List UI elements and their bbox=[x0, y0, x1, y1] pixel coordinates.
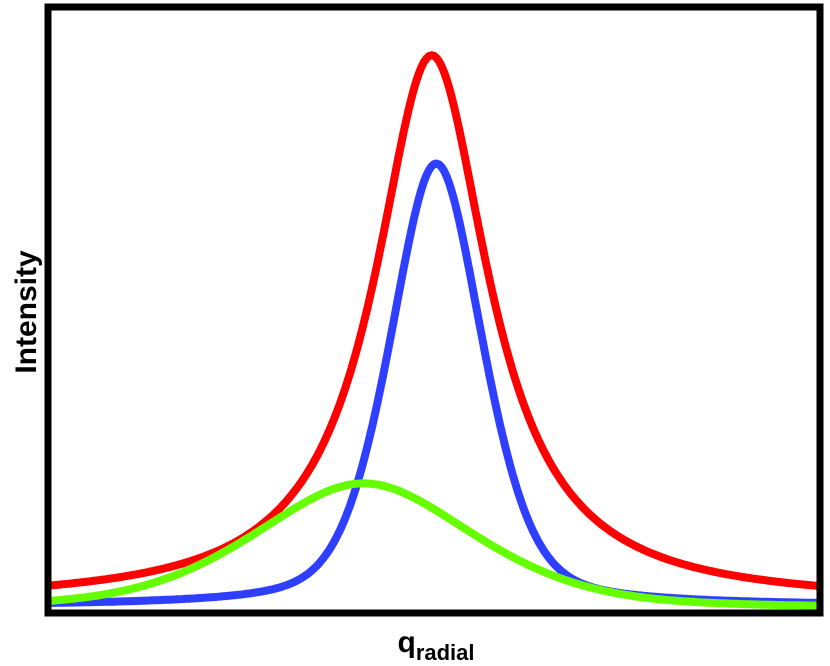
series-layer bbox=[48, 51, 820, 610]
series-line-2 bbox=[48, 159, 820, 607]
x-axis-label-main: q bbox=[397, 626, 415, 659]
y-axis-label: Intensity bbox=[10, 250, 43, 374]
x-axis-label: qradial bbox=[397, 626, 474, 665]
plot-frame bbox=[44, 3, 824, 617]
series-line-3 bbox=[48, 479, 820, 610]
x-axis-label-subscript: radial bbox=[416, 640, 475, 665]
series-line-1 bbox=[48, 51, 820, 590]
